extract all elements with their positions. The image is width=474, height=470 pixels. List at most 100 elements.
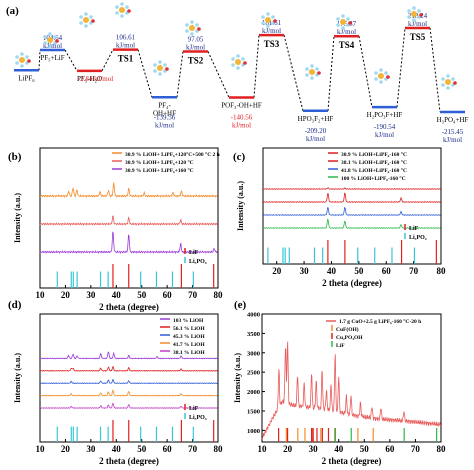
profile-connector — [429, 27, 441, 113]
x-tick-label: 70 — [188, 444, 198, 454]
atom-o — [165, 67, 169, 71]
atom-f — [310, 64, 314, 68]
x-tick-label: 80 — [214, 444, 224, 454]
state-label-TS1: TS1 — [118, 54, 134, 64]
legend-entry: 30.9 % LiOH+ LiPF₆+120 °C — [125, 159, 194, 166]
x-tick-label: 20 — [272, 266, 282, 276]
atom-f — [441, 77, 445, 81]
atom-f — [336, 17, 340, 21]
panel-label: (b) — [8, 151, 22, 163]
atom-p — [340, 19, 346, 25]
x-tick-label: 40 — [112, 444, 122, 454]
atom-f — [115, 11, 119, 15]
x-tick-label: 40 — [112, 290, 122, 300]
atom-f — [412, 6, 416, 10]
atom-f — [84, 12, 88, 16]
y-tick-label: 4000 — [247, 312, 260, 319]
atom-f — [25, 55, 29, 59]
panel-label: (e) — [234, 299, 247, 311]
x-tick-label: 40 — [327, 266, 337, 276]
atom-f — [384, 71, 388, 75]
atom-f — [261, 21, 265, 25]
atom-f — [379, 68, 383, 72]
atom-f — [441, 83, 445, 87]
state-label-H2PO3F+HF: H₂PO₃F+HF — [367, 111, 403, 119]
atom-p — [19, 57, 25, 63]
profile-connector — [358, 36, 373, 108]
x-tick-label: 50 — [354, 266, 364, 276]
atom-f — [236, 66, 240, 70]
y-axis-label: Intensity (a.u.) — [233, 353, 242, 403]
panel-label: (d) — [8, 299, 22, 311]
reference-legend-entry: Cu₂PO₄OH — [336, 335, 363, 341]
atom-p — [411, 11, 417, 17]
atom-p — [119, 7, 125, 13]
atom-p — [309, 69, 315, 75]
molecule-icon — [153, 60, 169, 76]
xrd-series-line — [262, 206, 441, 216]
atom-f — [20, 64, 24, 68]
atom-f — [336, 23, 340, 27]
state-label-TS4: TS4 — [339, 40, 355, 50]
x-tick-label: 50 — [137, 290, 147, 300]
atom-f — [43, 35, 47, 39]
atom-f — [48, 44, 52, 48]
atom-f — [451, 77, 455, 81]
x-axis-label: 2 theta (degree) — [99, 456, 159, 466]
molecule-icon — [79, 12, 95, 28]
panel-label: (c) — [233, 151, 246, 163]
molecule-icon — [407, 6, 423, 22]
atom-o — [127, 9, 131, 13]
atom-f — [266, 12, 270, 16]
atom-f — [446, 74, 450, 78]
atom-f — [79, 21, 83, 25]
x-tick-label: 20 — [283, 444, 293, 454]
energy-value-TS1: 106.61 kJ/mol — [116, 34, 136, 50]
atom-f — [185, 23, 189, 27]
energy-value-PF5-H2O: -2.84 kJ/mol — [78, 75, 113, 83]
atom-o — [453, 81, 457, 85]
state-label-H3PO4+HF: H₃PO₄+HF — [437, 116, 469, 124]
profile-connector — [176, 51, 184, 98]
atom-o — [55, 39, 59, 43]
state-label-TS2: TS2 — [188, 55, 204, 65]
atom-f — [231, 63, 235, 67]
xrd-series-line — [39, 215, 218, 227]
energy-value-PF5+LiF: 104.64 kJ/mol — [43, 34, 63, 50]
profile-connector — [396, 27, 406, 108]
molecule-icon — [374, 68, 390, 84]
molecule-icon — [261, 12, 277, 28]
x-tick-label: 80 — [437, 266, 447, 276]
legend-entry: 45.3 % LiOH — [173, 334, 205, 340]
xrd-series-line — [262, 192, 441, 203]
energy-value-TS5: 218.24 kJ/mol — [408, 12, 428, 28]
y-tick-label: 3500 — [247, 331, 260, 338]
atom-p — [83, 17, 89, 23]
molecule-icon — [185, 20, 201, 36]
xrd-panel-e: (e) 10 20 30 40 50 60 70 80 1000 1500 2000 2500 3000 3… — [233, 299, 446, 466]
atom-f — [341, 26, 345, 30]
atom-f — [120, 14, 124, 18]
panel-label-a: (a) — [6, 5, 19, 17]
x-tick-label: 10 — [36, 290, 46, 300]
atom-f — [231, 57, 235, 61]
xrd-series-line — [261, 341, 442, 441]
xrd-panel-b: (b) 10 20 30 40 50 60 70 80 2 theta (degree) Inten… — [8, 147, 223, 312]
atom-f — [125, 5, 129, 9]
atom-f — [120, 2, 124, 6]
x-tick-label: 20 — [61, 290, 71, 300]
molecule-icon — [115, 2, 131, 18]
state-label-PF5+LiF: PF₅+LiF — [40, 54, 64, 62]
atom-o — [243, 61, 247, 65]
atom-o — [386, 75, 390, 79]
atom-f — [417, 9, 421, 13]
atom-f — [315, 67, 319, 71]
x-tick-label: 30 — [309, 444, 319, 454]
legend-entry: 41.8 % LiOH+LiPF₆-160 °C — [341, 167, 407, 174]
molecule-icon — [305, 64, 321, 80]
atom-f — [236, 54, 240, 58]
atom-f — [153, 69, 157, 73]
profile-connector — [64, 49, 78, 72]
